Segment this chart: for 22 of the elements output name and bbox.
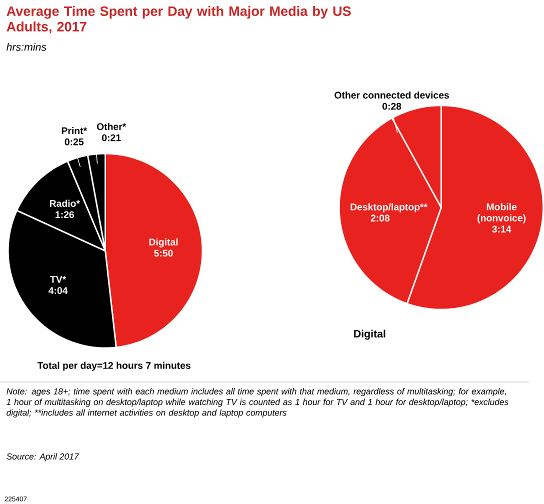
data-label: 0:28 [382, 102, 402, 110]
slice-label: Other connected devices [334, 91, 449, 98]
slice-label: Digital [149, 238, 178, 248]
data-label: 4:04 [48, 286, 68, 294]
data-label: 1:26 [56, 210, 74, 218]
text: Digital [354, 329, 386, 340]
data-label: 0:25 [64, 138, 84, 146]
source-note: Source: April 2017 [6, 452, 80, 462]
slice-label: Mobile (nonvoice) [478, 202, 526, 224]
slice-label: Desktop/laptop** [350, 203, 428, 212]
chart-title: Average Time Spent per Day with Major Media by US Adults, 2017 [6, 6, 351, 34]
slice-label: Other* [96, 122, 126, 130]
data-label: 5:50 [154, 250, 173, 256]
text: Total per day=12 hours 7 minutes [38, 362, 190, 371]
text: Note: ages 18+; time spent with each medium includes all time spent with that medium, regardless of multitasking; for example, 1 hour of multitasking on desktop/laptop while watching TV is counted as 1 hour for TV and 1 hour for desktop/laptop; *excludes digital; **includes all internet activities on desktop and laptop computers [6, 388, 508, 418]
data-label: 2:08 [370, 214, 390, 222]
data-label: 0:21 [102, 134, 121, 141]
data-label: 3:14 [492, 225, 512, 232]
slice-label: Radio* [50, 200, 80, 207]
slice-label: TV* [50, 276, 66, 283]
slice-label: Print* [62, 126, 88, 134]
chart-subtitle: hrs:mins [6, 42, 46, 51]
